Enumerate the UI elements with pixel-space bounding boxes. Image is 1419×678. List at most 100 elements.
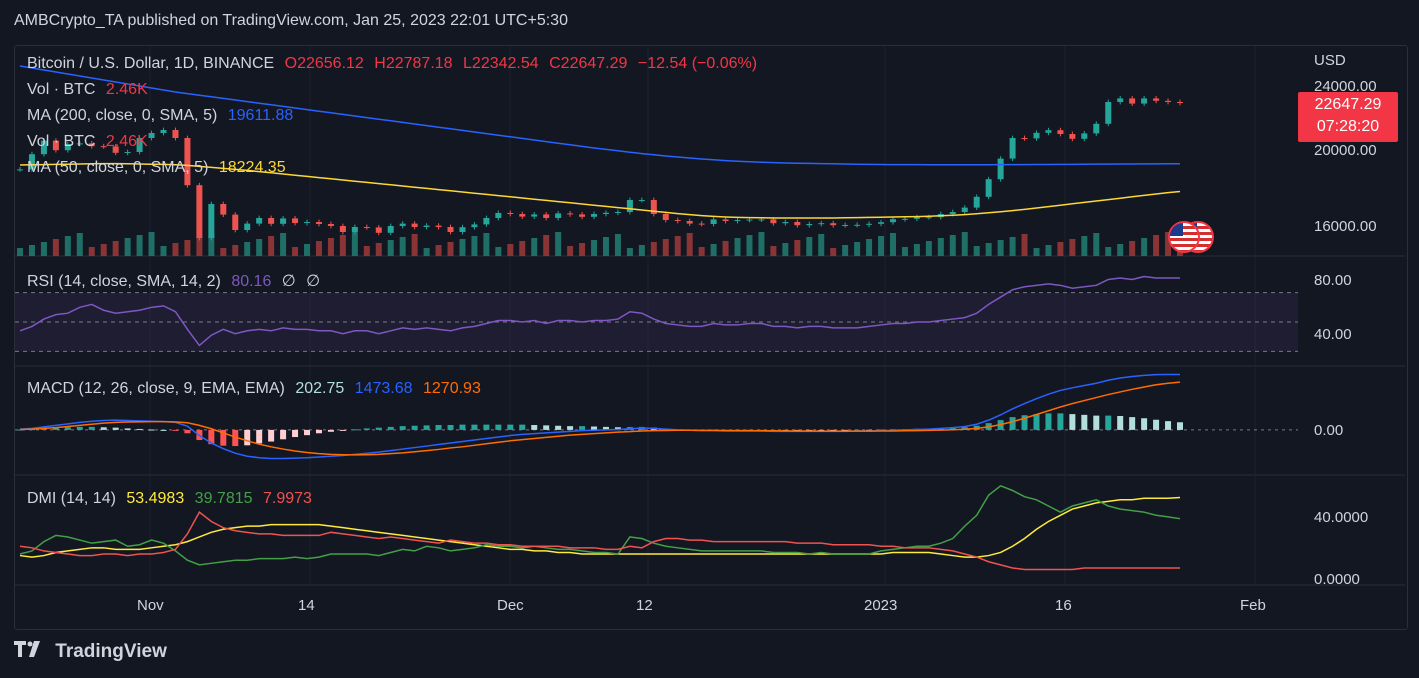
candle-body bbox=[327, 224, 334, 226]
ma200-line bbox=[19, 65, 1181, 166]
candle-body bbox=[196, 185, 203, 238]
footer-brand[interactable]: TradingView bbox=[14, 640, 167, 663]
dmi-legend[interactable]: DMI (14, 14) 53.4983 39.7815 7.9973 bbox=[27, 490, 318, 508]
macd-histogram-bar bbox=[949, 427, 956, 430]
currency-label: USD bbox=[1314, 52, 1346, 69]
candle-body bbox=[1009, 138, 1016, 159]
candle-body bbox=[806, 224, 813, 226]
macd-histogram-bar bbox=[148, 429, 155, 431]
macd-signal-line bbox=[19, 381, 1181, 456]
adx-value: 53.4983 bbox=[126, 490, 185, 507]
time-tick-2023: 2023 bbox=[864, 597, 898, 614]
candle-body bbox=[973, 196, 980, 208]
rsi-legend[interactable]: RSI (14, close, SMA, 14, 2) 80.16 ∅ ∅ bbox=[27, 271, 326, 291]
volume-bar bbox=[734, 238, 741, 256]
volume-bar bbox=[112, 241, 119, 256]
candle-body bbox=[17, 169, 23, 171]
volume-bar bbox=[1009, 237, 1016, 256]
ma200-value: 19611.88 bbox=[227, 107, 294, 124]
macd-histogram-bar bbox=[184, 429, 191, 434]
candle-body bbox=[1117, 98, 1124, 102]
candle-body bbox=[889, 219, 896, 223]
candle-body bbox=[136, 138, 143, 152]
volume-bar bbox=[746, 235, 753, 256]
macd-histogram-bar bbox=[327, 429, 334, 432]
candle-body bbox=[662, 214, 669, 220]
candle-body bbox=[543, 214, 550, 218]
macd-histogram-bar bbox=[579, 426, 586, 430]
macd-histogram-bar bbox=[459, 424, 466, 430]
volume-legend[interactable]: Vol · BTC 2.46K bbox=[27, 81, 154, 99]
symbol-label[interactable]: Bitcoin / U.S. Dollar, 1D, BINANCE bbox=[27, 55, 275, 72]
macd-histogram-bar bbox=[1081, 414, 1088, 430]
candle-body bbox=[925, 217, 932, 219]
volume-bar bbox=[913, 244, 920, 256]
volume-bar bbox=[495, 247, 502, 256]
volume-bar bbox=[136, 235, 143, 256]
volume-bar bbox=[925, 241, 932, 256]
candle-body bbox=[208, 204, 215, 238]
volume-bar bbox=[758, 232, 765, 256]
macd-histogram-bar bbox=[304, 429, 311, 436]
volume-bar bbox=[268, 236, 275, 256]
macd-histogram-bar bbox=[256, 429, 263, 444]
macd-histogram-bar bbox=[232, 429, 239, 447]
volume-bar bbox=[232, 245, 239, 256]
volume-bar bbox=[1069, 239, 1076, 256]
candle-body bbox=[519, 214, 526, 217]
volume-bar bbox=[770, 246, 777, 256]
candle-body bbox=[160, 130, 167, 133]
ma50-legend[interactable]: MA (50, close, 0, SMA, 5) 18224.35 bbox=[27, 159, 292, 177]
candle-body bbox=[1141, 98, 1148, 104]
close-value: C22647.29 bbox=[549, 55, 628, 72]
volume-bar bbox=[399, 237, 406, 256]
candle-body bbox=[782, 222, 789, 224]
volume-bar bbox=[555, 232, 562, 256]
candle-body bbox=[268, 218, 275, 224]
candle-body bbox=[794, 222, 801, 226]
us-flag-icon[interactable] bbox=[1168, 221, 1200, 253]
candle-body bbox=[1069, 134, 1076, 139]
candle-body bbox=[304, 222, 311, 223]
volume-bar bbox=[889, 233, 896, 256]
candle-body bbox=[495, 213, 502, 218]
macd-histogram-bar bbox=[447, 425, 454, 430]
tradingview-logo-icon bbox=[14, 640, 44, 663]
volume-bar bbox=[76, 233, 83, 256]
macd-histogram-bar bbox=[1009, 417, 1016, 430]
volume-bar bbox=[878, 236, 885, 256]
volume2-legend[interactable]: Vol · BTC 2.46K bbox=[27, 133, 154, 151]
macd-histogram-bar bbox=[399, 426, 406, 430]
candle-body bbox=[148, 133, 155, 138]
candle-body bbox=[830, 223, 837, 226]
last-price-tag: 22647.29 07:28:20 bbox=[1298, 92, 1398, 142]
candle-body bbox=[232, 214, 239, 230]
candle-body bbox=[112, 146, 119, 153]
macd-histogram-bar bbox=[375, 427, 382, 430]
candle-body bbox=[901, 218, 908, 220]
candle-body bbox=[387, 226, 394, 233]
macd-line bbox=[19, 373, 1181, 460]
volume-bar bbox=[1093, 233, 1100, 256]
macd-signal-value: 1270.93 bbox=[423, 380, 481, 397]
candle-body bbox=[292, 218, 299, 223]
macd-histogram-bar bbox=[52, 427, 59, 430]
macd-legend[interactable]: MACD (12, 26, close, 9, EMA, EMA) 202.75… bbox=[27, 380, 487, 398]
macd-histogram-bar bbox=[495, 424, 502, 430]
macd-histogram-bar bbox=[1057, 413, 1064, 430]
candle-body bbox=[256, 218, 263, 224]
macd-histogram-bar bbox=[854, 429, 861, 431]
candle-body bbox=[1177, 102, 1183, 103]
volume-bar bbox=[686, 233, 693, 256]
volume-bar bbox=[160, 246, 167, 256]
volume-bar bbox=[543, 235, 550, 256]
volume-bar bbox=[567, 246, 574, 256]
macd-histogram-bar bbox=[531, 425, 538, 430]
ma200-legend[interactable]: MA (200, close, 0, SMA, 5) 19611.88 bbox=[27, 107, 299, 125]
macd-histogram-bar bbox=[842, 429, 849, 431]
candle-body bbox=[483, 218, 490, 225]
minus-di-line bbox=[19, 511, 1180, 571]
volume-bar bbox=[961, 232, 968, 256]
volume-bar bbox=[579, 243, 586, 256]
